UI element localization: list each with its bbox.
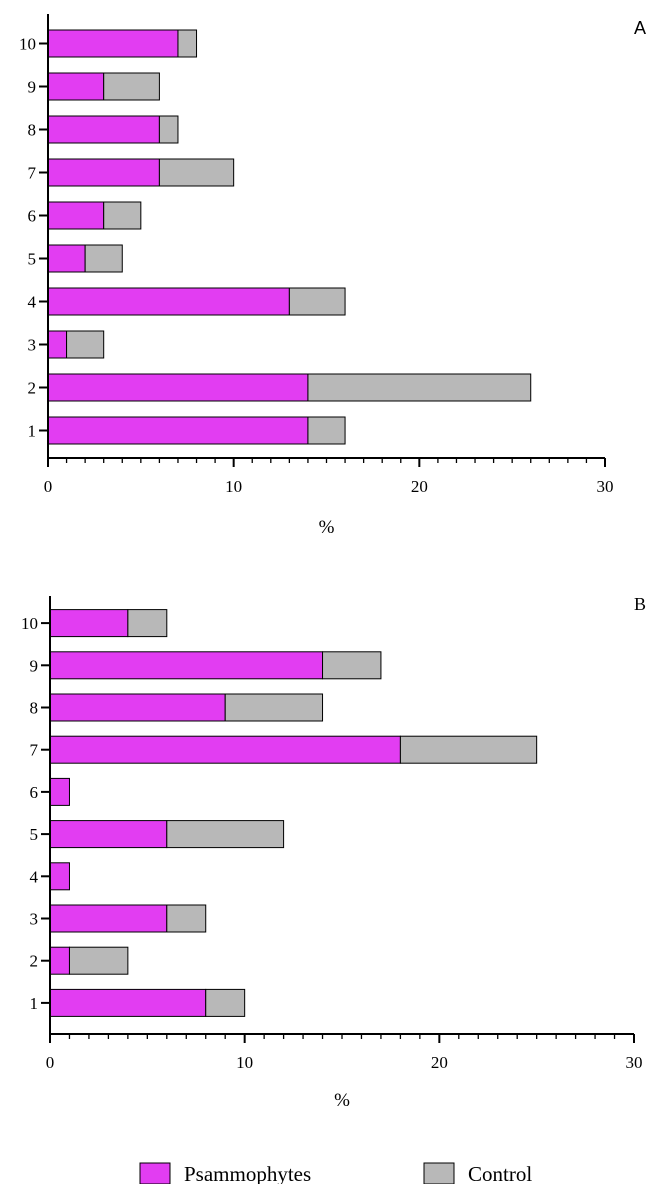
panel-a-bar-control-1 (307, 416, 346, 445)
panel-b-bar-control-5 (166, 820, 285, 849)
panel-a-bar-psammophytes-1 (47, 416, 309, 445)
panel-b-x-tick-label: 10 (236, 1053, 253, 1072)
panel-a-bar-control-3 (66, 330, 105, 359)
panel-a-bar-control-6 (103, 201, 142, 230)
panel-b-bar-psammophytes-5 (49, 820, 168, 849)
panel-a-x-tick-label: 30 (597, 477, 614, 496)
panel-b-bar-psammophytes-10 (49, 609, 129, 638)
panel-a-bar-psammophytes-5 (47, 244, 86, 273)
panel-a-chart: 1 2 3 4 5 6 7 8 9 10 0 10 20 30% A (19, 14, 646, 538)
panel-b-y-tick-label: 9 (30, 656, 39, 675)
panel-a-bar-control-4 (288, 287, 346, 316)
panel-b-bar-psammophytes-1 (49, 988, 207, 1017)
panel-b-chart: 1 2 3 4 5 6 7 8 9 10 0 10 20 30% B (21, 594, 646, 1111)
panel-b-bar-psammophytes-4 (49, 862, 70, 891)
panel-b-y-tick-label: 7 (30, 741, 39, 760)
panel-b-y-tick-label: 3 (30, 910, 39, 929)
panel-b-bar-control-7 (399, 735, 538, 764)
panel-b-letter: B (634, 594, 646, 614)
panel-b-bar-control-8 (224, 693, 324, 722)
panel-b-y-tick-label: 6 (30, 783, 39, 802)
legend-label-control: Control (468, 1162, 532, 1184)
panel-a-bar-control-10 (177, 29, 198, 58)
panel-a-bar-psammophytes-6 (47, 201, 105, 230)
panel-b-bar-control-10 (127, 609, 168, 638)
legend-label-psammophytes: Psammophytes (184, 1162, 311, 1184)
panel-a-letter: A (634, 18, 646, 38)
panel-a-y-tick-label: 2 (28, 379, 37, 398)
panel-a-bar-psammophytes-2 (47, 373, 309, 402)
panel-a-bar-psammophytes-10 (47, 29, 179, 58)
panel-a-bar-control-7 (158, 158, 235, 187)
panel-b-bar-psammophytes-7 (49, 735, 401, 764)
panel-b-bar-psammophytes-9 (49, 651, 324, 680)
panel-b-y-tick-label: 4 (30, 867, 39, 886)
panel-a-bar-control-9 (103, 72, 160, 101)
panel-a-bar-control-8 (158, 115, 179, 144)
panel-a-bar-control-2 (307, 373, 532, 402)
panel-a-bar-psammophytes-3 (47, 330, 68, 359)
panel-a-y-tick-label: 6 (28, 207, 37, 226)
panel-b-y-tick-label: 2 (30, 952, 39, 971)
panel-a-y-tick-label: 10 (19, 35, 36, 54)
panel-b-bar-control-1 (205, 988, 246, 1017)
legend-swatch-control (423, 1162, 455, 1184)
panel-b-y-tick-label: 10 (21, 614, 38, 633)
panel-a-x-tick-label: 0 (44, 477, 53, 496)
panel-b-x-tick-label: 30 (626, 1053, 643, 1072)
panel-a-bar-psammophytes-4 (47, 287, 290, 316)
panel-a-y-tick-label: 8 (28, 121, 37, 140)
panel-a-bar-psammophytes-7 (47, 158, 160, 187)
panel-a-bar-control-5 (84, 244, 123, 273)
panel-a-bar-psammophytes-8 (47, 115, 160, 144)
panel-b-bar-psammophytes-3 (49, 904, 168, 933)
panel-a-y-tick-label: 5 (28, 250, 37, 269)
panel-b-bar-psammophytes-6 (49, 777, 70, 806)
panel-b-x-axis-title: % (334, 1090, 350, 1111)
panel-b-y-tick-label: 8 (30, 699, 39, 718)
panel-a-x-axis-title: % (319, 517, 335, 538)
panel-b-x-tick-label: 20 (431, 1053, 448, 1072)
panel-b-x-tick-label: 0 (46, 1053, 55, 1072)
panel-a-y-tick-label: 3 (28, 336, 37, 355)
panel-a-y-tick-label: 4 (28, 293, 37, 312)
panel-a-x-tick-label: 10 (225, 477, 242, 496)
panel-b-y-tick-label: 1 (30, 994, 39, 1013)
panel-b-y-tick-label: 5 (30, 825, 39, 844)
panel-b-bar-psammophytes-2 (49, 946, 70, 975)
panel-b-bar-psammophytes-8 (49, 693, 226, 722)
panel-a-bar-psammophytes-9 (47, 72, 105, 101)
panel-b-bar-control-3 (166, 904, 207, 933)
legend-swatch-psammophytes (139, 1162, 171, 1184)
panel-a-y-tick-label: 7 (28, 164, 37, 183)
panel-b-bar-control-9 (322, 651, 382, 680)
legend: Psammophytes Control (139, 1162, 532, 1184)
panel-a-y-tick-label: 9 (28, 78, 37, 97)
panel-b-bar-control-2 (68, 946, 129, 975)
panel-a-x-tick-label: 20 (411, 477, 428, 496)
panel-a-y-tick-label: 1 (28, 422, 37, 441)
